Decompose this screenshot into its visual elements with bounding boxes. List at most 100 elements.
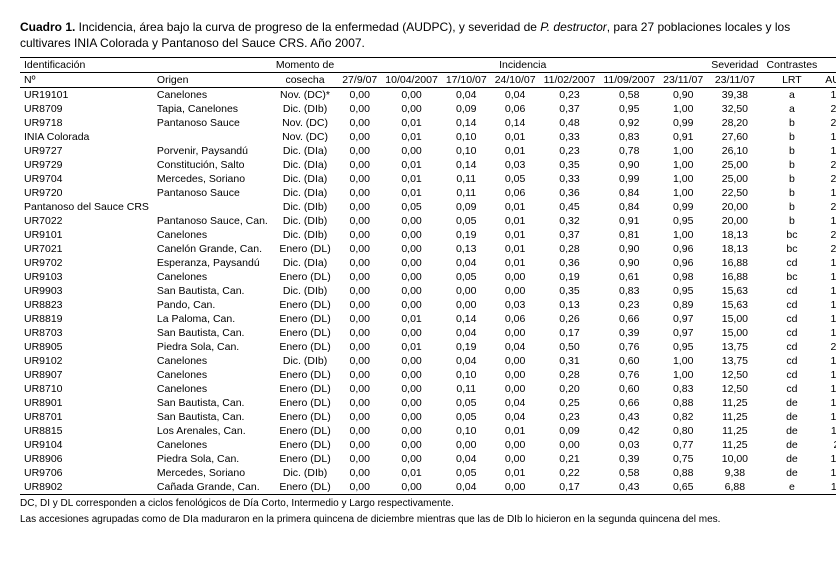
table-cell: cd bbox=[763, 382, 822, 396]
table-cell: 0,01 bbox=[381, 130, 442, 144]
table-cell: 0,04 bbox=[442, 326, 491, 340]
table-cell: 11,25 bbox=[707, 438, 762, 452]
table-cell: UR9903 bbox=[20, 284, 153, 298]
table-cell: 0,01 bbox=[381, 172, 442, 186]
table-cell: e bbox=[763, 480, 822, 495]
table-cell: 0,36 bbox=[540, 186, 600, 200]
table-cell: 0,01 bbox=[491, 256, 540, 270]
table-cell bbox=[153, 130, 272, 144]
table-cell: 0,21 bbox=[540, 452, 600, 466]
table-cell: 0,19 bbox=[540, 270, 600, 284]
table-cell: 0,00 bbox=[491, 368, 540, 382]
table-cell: 0,00 bbox=[491, 438, 540, 452]
table-cell: 16,12 bbox=[821, 396, 836, 410]
table-body: UR19101CanelonesNov. (DC)*0,000,000,040,… bbox=[20, 88, 836, 495]
table-cell: 0,26 bbox=[540, 312, 600, 326]
table-cell: 18,79 bbox=[821, 214, 836, 228]
table-cell: UR8906 bbox=[20, 452, 153, 466]
table-cell: 0,00 bbox=[338, 172, 381, 186]
table-cell: cd bbox=[763, 284, 822, 298]
table-cell: 11,25 bbox=[707, 396, 762, 410]
table-cell: 0,00 bbox=[338, 200, 381, 214]
table-cell: Cañada Grande, Can. bbox=[153, 480, 272, 495]
table-cell: 0,00 bbox=[338, 410, 381, 424]
table-cell: 0,00 bbox=[491, 326, 540, 340]
table-cell: Esperanza, Paysandú bbox=[153, 256, 272, 270]
table-row: UR8823Pando, Can.Enero (DL)0,000,000,000… bbox=[20, 298, 836, 312]
table-cell: 15,54 bbox=[821, 88, 836, 103]
table-cell: Enero (DL) bbox=[272, 242, 338, 256]
table-cell: UR9702 bbox=[20, 256, 153, 270]
table-cell: UR8703 bbox=[20, 326, 153, 340]
table-cell: 0,06 bbox=[491, 186, 540, 200]
table-cell: 0,05 bbox=[442, 396, 491, 410]
table-cell: 0,23 bbox=[599, 298, 659, 312]
table-cell: San Bautista, Can. bbox=[153, 326, 272, 340]
table-cell: cd bbox=[763, 298, 822, 312]
col-header: 27/9/07 bbox=[338, 73, 381, 88]
hdr-contrastes: Contrastes bbox=[763, 58, 822, 73]
table-cell: UR9101 bbox=[20, 228, 153, 242]
table-cell: 0,00 bbox=[338, 382, 381, 396]
table-cell: 0,58 bbox=[599, 466, 659, 480]
table-cell: 0,00 bbox=[338, 130, 381, 144]
table-cell: Canelones bbox=[153, 354, 272, 368]
col-header: LRT bbox=[763, 73, 822, 88]
table-cell: 0,31 bbox=[540, 354, 600, 368]
table-cell: 26,10 bbox=[707, 144, 762, 158]
table-cell: cd bbox=[763, 312, 822, 326]
table-cell: Canelones bbox=[153, 438, 272, 452]
table-cell: 0,00 bbox=[338, 480, 381, 495]
table-cell: UR7021 bbox=[20, 242, 153, 256]
table-cell: 32,50 bbox=[707, 102, 762, 116]
table-cell: 0,96 bbox=[659, 256, 707, 270]
table-row: UR9729Constitución, SaltoDic. (DIa)0,000… bbox=[20, 158, 836, 172]
table-cell: Enero (DL) bbox=[272, 326, 338, 340]
table-cell: Pando, Can. bbox=[153, 298, 272, 312]
table-cell: b bbox=[763, 130, 822, 144]
table-cell: 18,13 bbox=[707, 242, 762, 256]
table-cell: 13,43 bbox=[821, 452, 836, 466]
table-cell: 0,23 bbox=[540, 144, 600, 158]
table-cell: UR9104 bbox=[20, 438, 153, 452]
table-cell: 0,00 bbox=[338, 466, 381, 480]
table-cell: San Bautista, Can. bbox=[153, 410, 272, 424]
table-cell: 13,75 bbox=[707, 354, 762, 368]
table-cell: Nov. (DC) bbox=[272, 130, 338, 144]
table-cell: 0,28 bbox=[540, 368, 600, 382]
table-cell: 0,60 bbox=[599, 382, 659, 396]
table-cell: INIA Colorada bbox=[20, 130, 153, 144]
table-row: UR7021Canelón Grande, Can.Enero (DL)0,00… bbox=[20, 242, 836, 256]
table-cell: UR9706 bbox=[20, 466, 153, 480]
table-cell: 19,27 bbox=[821, 144, 836, 158]
table-cell: de bbox=[763, 466, 822, 480]
table-cell: 0,01 bbox=[491, 228, 540, 242]
table-cell: 0,58 bbox=[599, 88, 659, 103]
table-cell: b bbox=[763, 116, 822, 130]
table-cell: UR9718 bbox=[20, 116, 153, 130]
table-cell: UR19101 bbox=[20, 88, 153, 103]
table-cell: 0,60 bbox=[599, 354, 659, 368]
table-cell: 0,04 bbox=[442, 256, 491, 270]
table-cell: 15,63 bbox=[707, 284, 762, 298]
table-cell: 11,86 bbox=[821, 480, 836, 495]
table-cell: 0,10 bbox=[442, 144, 491, 158]
caption-label: Cuadro 1. bbox=[20, 20, 75, 34]
table-cell: b bbox=[763, 144, 822, 158]
table-cell: de bbox=[763, 424, 822, 438]
table-cell: 0,01 bbox=[381, 116, 442, 130]
table-cell: UR9704 bbox=[20, 172, 153, 186]
table-cell: cd bbox=[763, 256, 822, 270]
table-cell: 0,97 bbox=[659, 312, 707, 326]
table-cell: 0,19 bbox=[442, 228, 491, 242]
table-row: UR8901San Bautista, Can.Enero (DL)0,000,… bbox=[20, 396, 836, 410]
table-cell: de bbox=[763, 452, 822, 466]
table-cell: 0,00 bbox=[381, 396, 442, 410]
table-cell: UR7022 bbox=[20, 214, 153, 228]
table-cell: 0,01 bbox=[381, 466, 442, 480]
table-cell: Dic. (DIb) bbox=[272, 102, 338, 116]
table-cell: 0,97 bbox=[659, 326, 707, 340]
table-cell: 0,76 bbox=[599, 368, 659, 382]
table-cell: 22,50 bbox=[707, 186, 762, 200]
table-cell: 0,88 bbox=[659, 466, 707, 480]
